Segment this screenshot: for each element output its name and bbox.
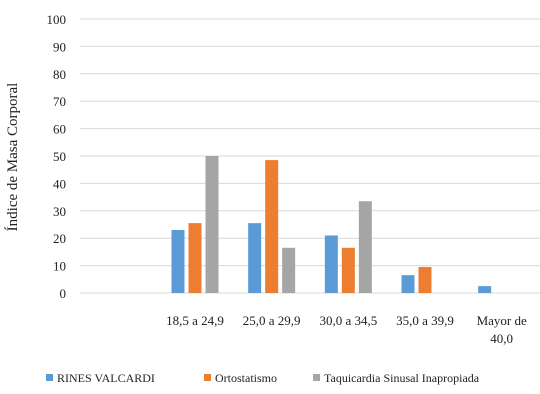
y-tick-label: 0	[60, 286, 67, 301]
bar	[358, 201, 372, 293]
bar	[171, 229, 185, 293]
gridlines	[80, 18, 540, 294]
x-tick-label: 40,0	[490, 331, 513, 346]
y-tick-label: 80	[53, 67, 66, 82]
x-tick-label: Mayor de	[477, 313, 527, 328]
y-tick-label: 40	[53, 176, 66, 191]
bar	[324, 235, 338, 293]
legend-label: RINES VALCARDI	[57, 371, 155, 385]
bar	[188, 223, 202, 293]
y-tick-label: 60	[53, 122, 66, 137]
legend-swatch	[46, 374, 53, 381]
bar	[401, 275, 415, 293]
legend-swatch	[204, 374, 211, 381]
y-axis-label: Índice de Masa Corporal	[4, 83, 21, 232]
bars	[171, 156, 492, 293]
x-tick-label: 18,5 a 24,9	[166, 313, 224, 328]
bar	[341, 247, 355, 293]
x-tick-label: 30,0 a 34,5	[319, 313, 377, 328]
legend-swatch	[313, 374, 320, 381]
bar	[418, 266, 432, 293]
y-tick-label: 100	[47, 12, 67, 27]
x-tick-label: 25,0 a 29,9	[243, 313, 301, 328]
bar	[205, 156, 219, 293]
x-tick-label: 35,0 a 39,9	[396, 313, 454, 328]
legend-label: Ortostatismo	[215, 371, 277, 385]
legend: RINES VALCARDI Ortostatismo Taquicardia Si…	[46, 371, 480, 385]
y-tick-label: 20	[53, 231, 66, 246]
bar	[265, 160, 279, 293]
y-tick-label: 10	[53, 259, 66, 274]
bar	[282, 247, 296, 293]
y-tick-labels: 0 10 20 30 40 50 60 70 80 90 100	[47, 12, 67, 301]
x-tick-labels: 18,5 a 24,9 25,0 a 29,9 30,0 a 34,5 35,0 a …	[166, 313, 527, 346]
y-tick-label: 70	[53, 94, 66, 109]
legend-label: Taquicardia Sinusal Inapropiada	[324, 371, 480, 385]
y-tick-label: 30	[53, 204, 66, 219]
bar	[478, 286, 492, 293]
y-tick-label: 50	[53, 149, 66, 164]
y-tick-label: 90	[53, 39, 66, 54]
bar	[248, 223, 262, 293]
